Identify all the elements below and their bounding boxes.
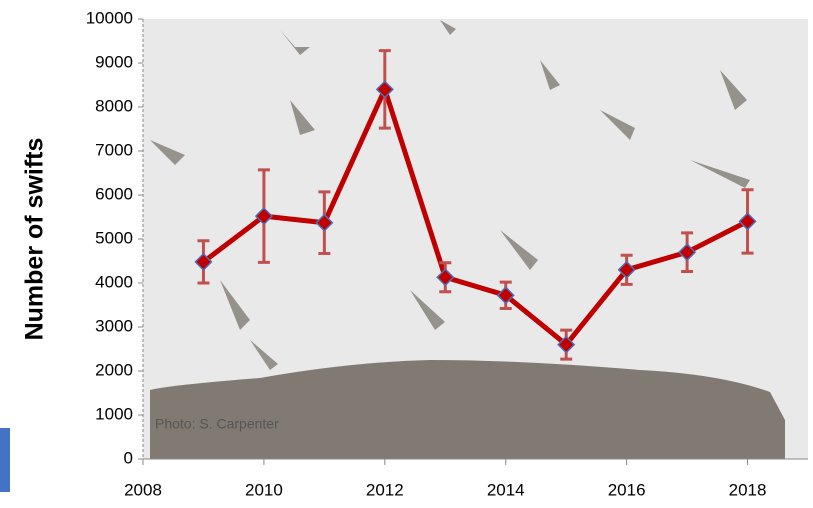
y-tick-label: 5000 (95, 228, 133, 247)
y-tick-label: 6000 (95, 184, 133, 203)
x-tick-label: 2018 (729, 480, 767, 499)
x-tick-label: 2010 (245, 480, 283, 499)
y-tick-label: 9000 (95, 52, 133, 71)
y-tick-label: 10000 (86, 8, 133, 27)
y-tick-label: 7000 (95, 140, 133, 159)
x-tick-label: 2012 (366, 480, 404, 499)
page: {"chart_data": {"type": "line", "ylabel"… (0, 0, 813, 508)
y-tick-label: 2000 (95, 360, 133, 379)
y-tick-label: 8000 (95, 96, 133, 115)
y-tick-label: 4000 (95, 272, 133, 291)
x-tick-label: 2016 (608, 480, 646, 499)
side-tab (0, 428, 10, 492)
x-tick-label: 2014 (487, 480, 525, 499)
chart: Number of swifts Photo: S. Carpenter 0 10… (0, 0, 813, 508)
y-tick-label: 1000 (95, 404, 133, 423)
x-tick-label: 2008 (124, 480, 162, 499)
y-tick-label: 0 (124, 448, 133, 467)
y-tick-label: 3000 (95, 316, 133, 335)
y-axis-label: Number of swifts (21, 138, 49, 341)
photo-credit: Photo: S. Carpenter (155, 416, 279, 432)
